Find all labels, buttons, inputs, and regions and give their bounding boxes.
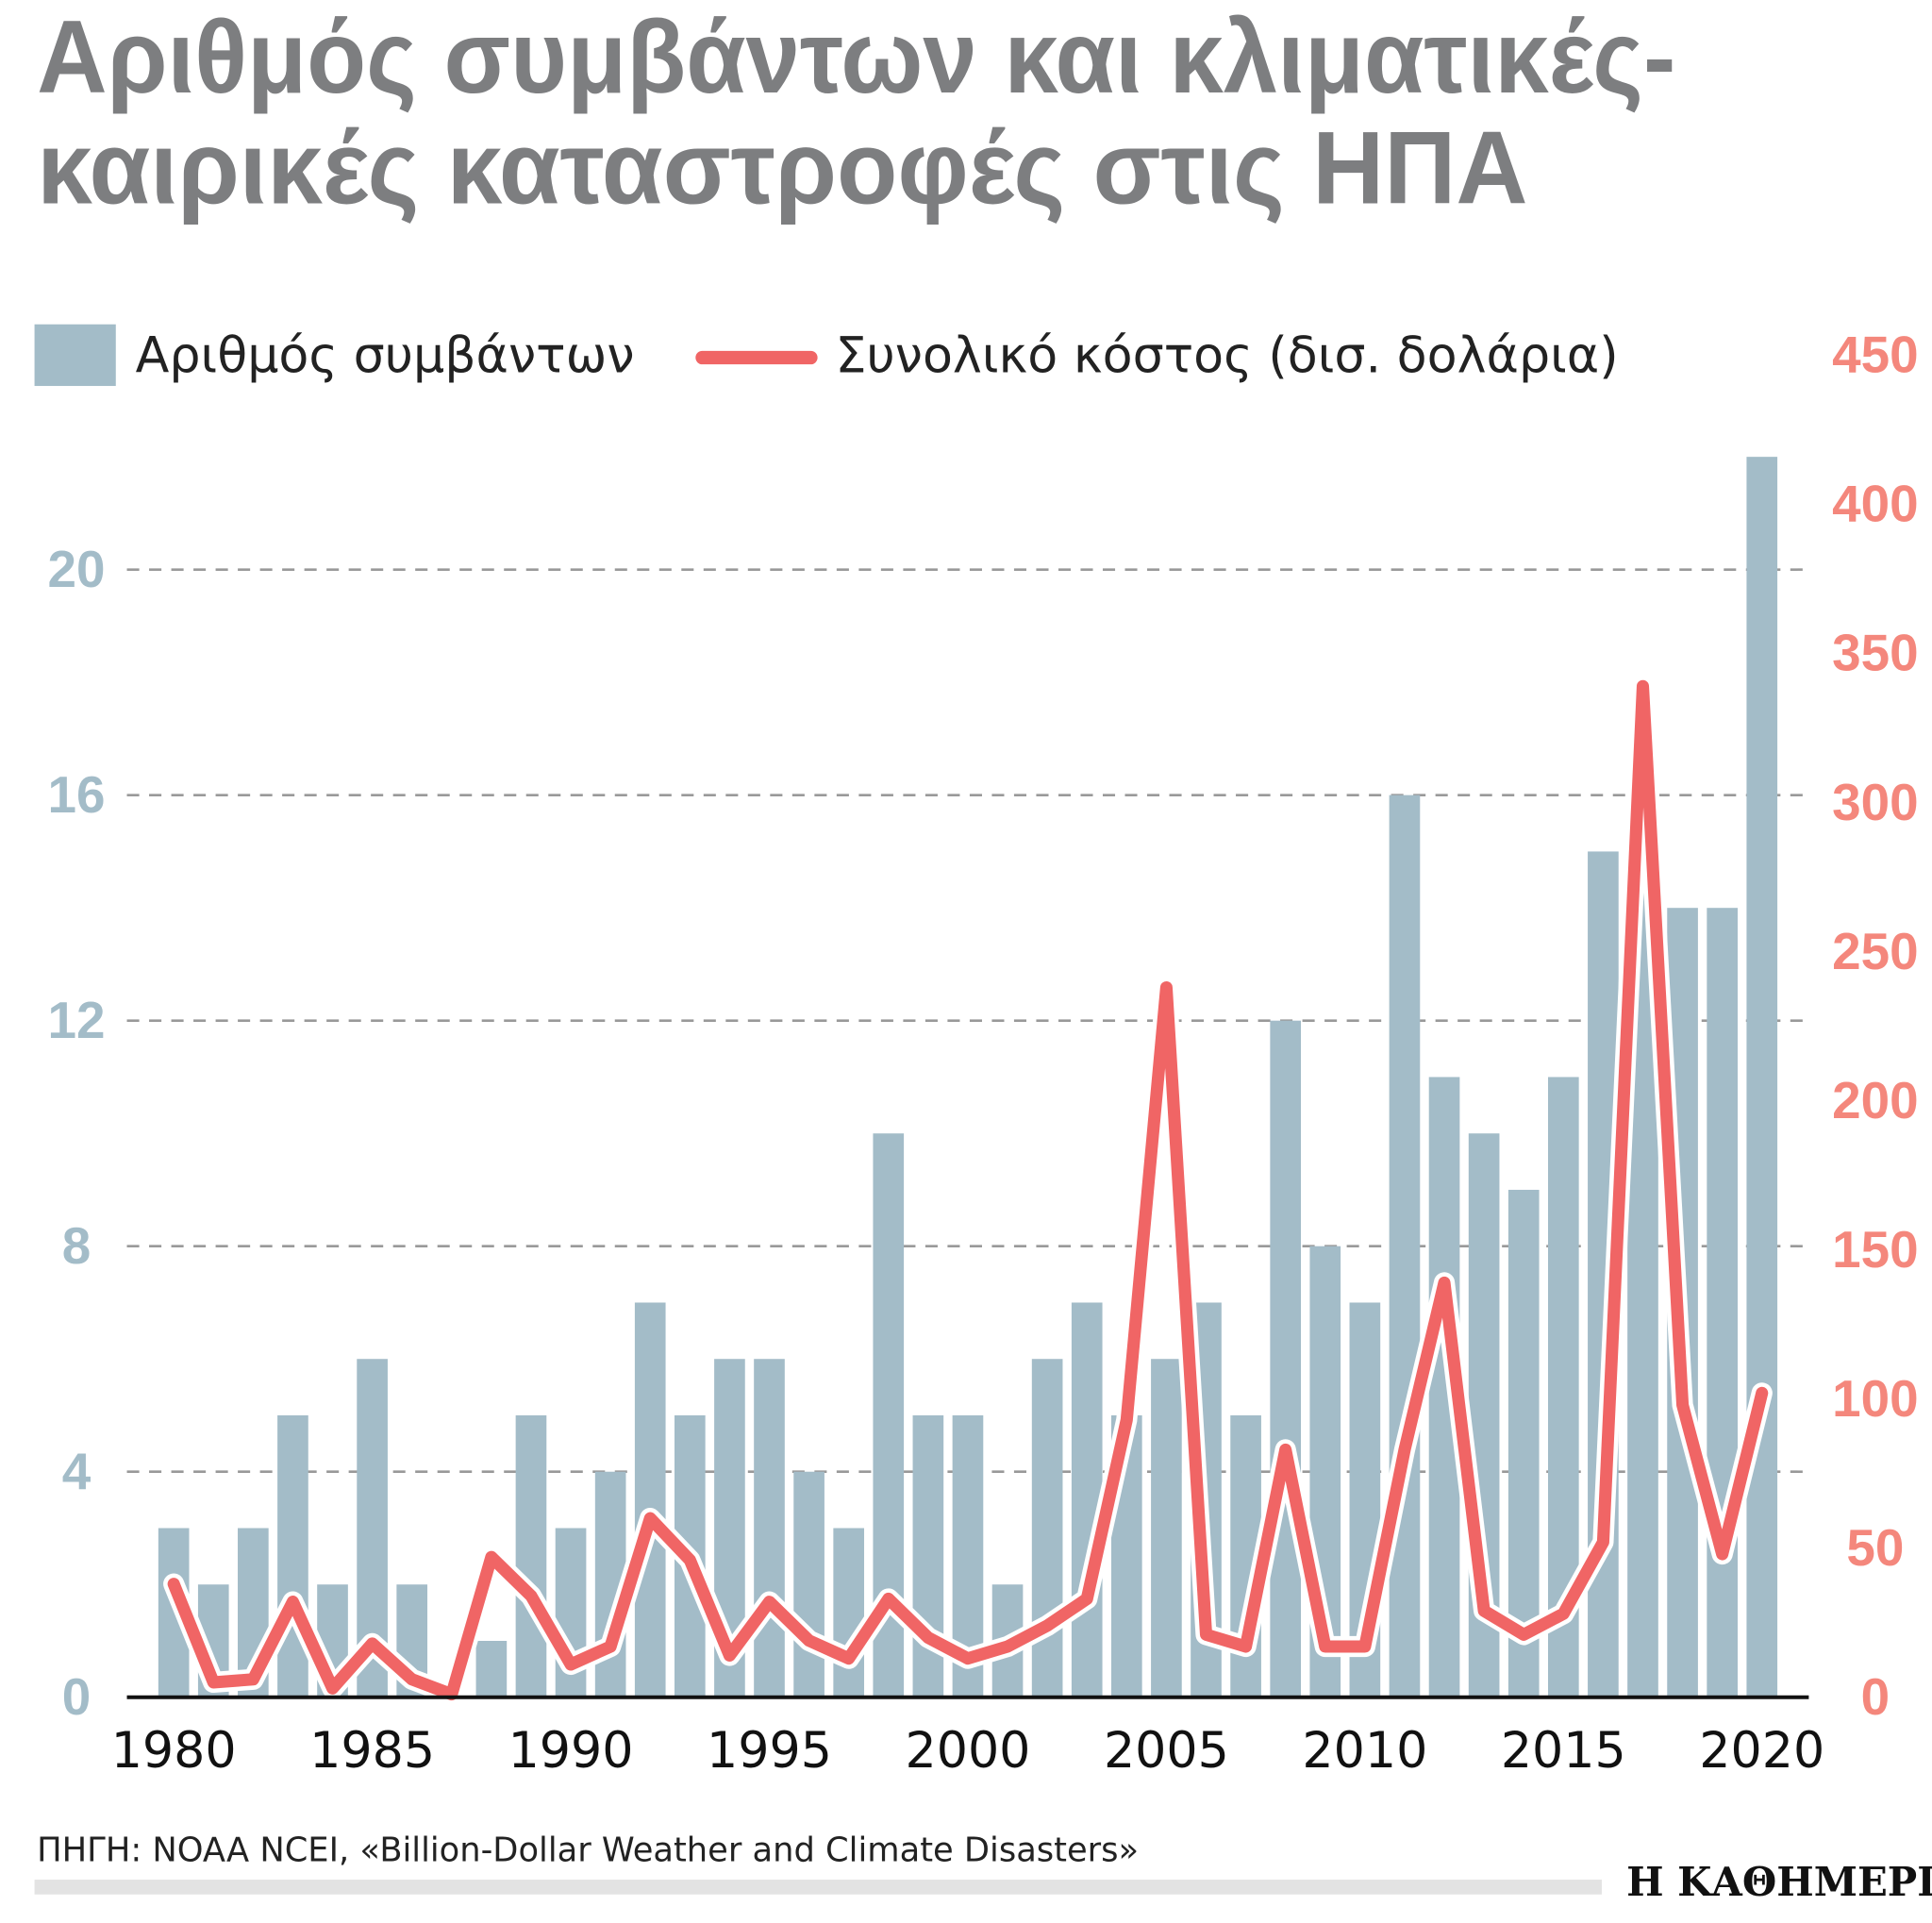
right-tick-label: 300 xyxy=(1832,773,1919,831)
right-tick-label: 0 xyxy=(1861,1667,1890,1726)
bar-1996 xyxy=(793,1471,824,1697)
legend-line-label: Συνολικό κόστος (δισ. δολάρια) xyxy=(836,328,1619,385)
bar-2011 xyxy=(1389,794,1421,1697)
left-tick-label: 0 xyxy=(62,1667,92,1726)
bar-1997 xyxy=(833,1528,865,1697)
right-tick-label: 450 xyxy=(1832,326,1919,384)
source-note: ΠΗΓΗ: NOAA NCEI, «Billion-Dollar Weather… xyxy=(37,1831,1139,1869)
bar-2019 xyxy=(1707,908,1738,1697)
left-axis-ticks: 0 4 8 12 16 20 xyxy=(47,540,105,1726)
right-tick-label: 150 xyxy=(1832,1220,1919,1279)
bar-2005 xyxy=(1151,1359,1182,1697)
x-tick-label: 2010 xyxy=(1302,1723,1427,1780)
left-tick-label: 20 xyxy=(47,540,105,598)
bar-1988 xyxy=(475,1641,508,1697)
left-tick-label: 12 xyxy=(47,991,105,1049)
right-tick-label: 50 xyxy=(1846,1518,1904,1577)
bar-1995 xyxy=(754,1359,785,1697)
bar-2003 xyxy=(1071,1302,1103,1697)
bar-1983 xyxy=(277,1414,308,1697)
kathimerini-logo: Η ΚΑΘΗΜΕΡΙΝΗ xyxy=(1626,1859,1932,1905)
x-tick-label: 2005 xyxy=(1104,1723,1229,1780)
bar-2020 xyxy=(1746,457,1778,1697)
left-tick-label: 16 xyxy=(47,765,105,824)
x-tick-label: 1980 xyxy=(111,1723,237,1780)
left-tick-label: 8 xyxy=(62,1216,92,1275)
bar-1989 xyxy=(515,1414,547,1697)
bar-2002 xyxy=(1031,1359,1063,1697)
right-tick-label: 350 xyxy=(1832,624,1919,682)
chart-title-line2: καιρικές καταστροφές στις ΗΠΑ xyxy=(37,111,1527,226)
bar-2008 xyxy=(1270,1020,1302,1697)
right-tick-label: 250 xyxy=(1832,922,1919,980)
x-tick-label: 1995 xyxy=(707,1723,832,1780)
legend-bar-swatch xyxy=(34,324,116,387)
x-tick-label: 2000 xyxy=(905,1723,1030,1780)
cost-line xyxy=(163,676,1773,1705)
left-tick-label: 4 xyxy=(62,1442,92,1500)
right-tick-label: 400 xyxy=(1832,475,1919,533)
bar-2014 xyxy=(1507,1189,1540,1697)
x-tick-label: 2020 xyxy=(1699,1723,1824,1780)
x-tick-label: 2015 xyxy=(1501,1723,1626,1780)
right-tick-label: 100 xyxy=(1832,1369,1919,1428)
chart-title-line1: Αριθμός συμβάντων και κλιματικές- xyxy=(37,0,1675,115)
x-tick-label: 1990 xyxy=(508,1723,634,1780)
bar-1992 xyxy=(634,1302,666,1697)
legend-bar-label: Αριθμός συμβάντων xyxy=(136,328,635,385)
x-tick-label: 1985 xyxy=(309,1723,435,1780)
x-axis-ticks: 1980 1985 1990 1995 2000 2005 2010 2015 2020 xyxy=(111,1723,1825,1780)
right-tick-label: 200 xyxy=(1832,1071,1919,1129)
footer-divider xyxy=(34,1880,1602,1895)
bars xyxy=(158,457,1778,1697)
right-axis-ticks: 0 50 100 150 200 250 300 350 400 450 xyxy=(1832,326,1919,1726)
